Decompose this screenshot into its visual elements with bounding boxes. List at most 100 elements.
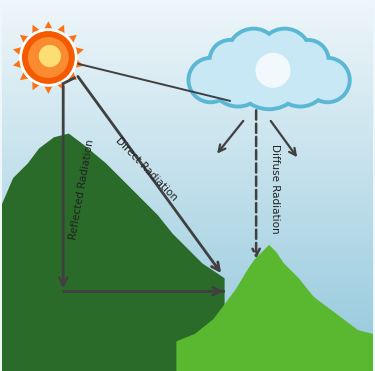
Bar [2, 4, 373, 9]
Bar [2, 106, 373, 111]
Bar [2, 209, 373, 213]
Bar [2, 223, 373, 227]
Bar [2, 32, 373, 37]
Bar [2, 227, 373, 232]
Circle shape [190, 60, 231, 100]
Bar [2, 37, 373, 42]
Bar [2, 42, 373, 46]
Bar [2, 181, 373, 186]
Polygon shape [13, 21, 84, 94]
Bar [2, 288, 373, 292]
Bar [2, 241, 373, 246]
Bar [2, 60, 373, 65]
Bar [2, 51, 373, 56]
Circle shape [21, 30, 76, 85]
Circle shape [39, 45, 61, 67]
Bar [2, 171, 373, 176]
Bar [2, 139, 373, 144]
Bar [2, 190, 373, 195]
Bar [2, 186, 373, 190]
Circle shape [285, 38, 331, 83]
Bar [2, 74, 373, 79]
Bar [2, 260, 373, 264]
Circle shape [290, 42, 327, 79]
Bar [2, 297, 373, 301]
Bar [2, 153, 373, 158]
Circle shape [186, 56, 235, 104]
Polygon shape [2, 134, 225, 371]
Bar [2, 102, 373, 106]
Bar [2, 274, 373, 278]
Bar [2, 246, 373, 250]
Circle shape [211, 42, 249, 79]
Bar [2, 135, 373, 139]
Bar [2, 23, 373, 28]
Bar [2, 325, 373, 329]
Bar [2, 306, 373, 311]
Bar [2, 301, 373, 306]
Circle shape [270, 48, 331, 108]
Bar [2, 176, 373, 181]
Circle shape [274, 52, 327, 105]
Circle shape [261, 30, 309, 79]
Circle shape [307, 60, 348, 100]
Bar [2, 218, 373, 223]
Bar [2, 343, 373, 348]
Bar [2, 367, 373, 371]
Circle shape [255, 53, 291, 88]
Circle shape [208, 48, 268, 108]
Bar [2, 278, 373, 283]
Circle shape [303, 56, 352, 104]
Bar [2, 130, 373, 135]
Bar [2, 167, 373, 171]
Bar [2, 204, 373, 209]
Bar [2, 352, 373, 357]
Circle shape [225, 27, 282, 83]
Circle shape [230, 30, 278, 79]
Bar [2, 148, 373, 153]
Bar [2, 111, 373, 116]
Bar [2, 200, 373, 204]
Polygon shape [2, 339, 373, 371]
Bar [2, 329, 373, 334]
Bar [2, 264, 373, 269]
Bar [2, 121, 373, 125]
Bar [2, 97, 373, 102]
Bar [2, 255, 373, 260]
Bar [2, 46, 373, 51]
Circle shape [211, 52, 264, 105]
Text: Direct Radiation: Direct Radiation [114, 135, 180, 203]
Text: Diffuse Radiation: Diffuse Radiation [270, 144, 280, 234]
Bar [2, 144, 373, 148]
Bar [2, 292, 373, 297]
Bar [2, 162, 373, 167]
Bar [2, 348, 373, 352]
Bar [2, 338, 373, 343]
Circle shape [208, 38, 253, 83]
Bar [2, 283, 373, 288]
Bar [2, 334, 373, 338]
Bar [2, 70, 373, 74]
Bar [2, 93, 373, 97]
Bar [2, 83, 373, 88]
Bar [2, 362, 373, 367]
Circle shape [256, 27, 313, 83]
Text: Reflected Radiation: Reflected Radiation [68, 138, 96, 240]
Circle shape [28, 37, 69, 78]
Bar [2, 158, 373, 162]
Bar [2, 250, 373, 255]
Bar [2, 28, 373, 33]
Bar [2, 237, 373, 241]
Bar [2, 56, 373, 60]
Bar [2, 88, 373, 93]
Polygon shape [176, 245, 373, 371]
Bar [2, 116, 373, 121]
Bar [2, 19, 373, 23]
Bar [2, 357, 373, 362]
Bar [2, 195, 373, 200]
Bar [2, 0, 373, 4]
Bar [2, 14, 373, 19]
Bar [2, 213, 373, 218]
Bar [2, 269, 373, 274]
Bar [2, 79, 373, 83]
